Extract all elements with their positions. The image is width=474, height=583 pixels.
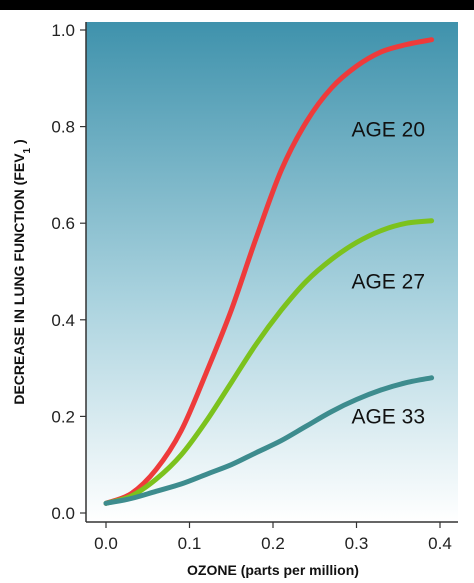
series-line-age-33 <box>103 375 435 506</box>
x-tick-label: 0.1 <box>178 534 202 553</box>
y-tick-label: 0.8 <box>51 118 75 137</box>
series-label-age-27: AGE 27 <box>351 270 425 293</box>
x-tick-label: 0.0 <box>94 534 118 553</box>
y-axis-title-subscript: 1 <box>22 147 33 153</box>
axes-layer: 0.0 0.1 0.2 0.3 0.4 0.0 0.2 0.4 0.6 0.8 1.0 <box>51 21 458 553</box>
series-label-age-33: AGE 33 <box>351 406 425 429</box>
series-line-age-27 <box>103 218 435 506</box>
y-tick-label: 0.0 <box>51 504 75 523</box>
y-axis-title-main: DECREASE IN LUNG FUNCTION (FEV <box>11 153 27 405</box>
y-tick-label: 1.0 <box>51 21 75 40</box>
series-layer: AGE 20 AGE 27 AGE 33 <box>103 37 435 506</box>
y-axis-title: DECREASE IN LUNG FUNCTION (FEV1 ) <box>11 139 33 404</box>
x-tick-label: 0.3 <box>345 534 369 553</box>
plot-area <box>86 22 458 522</box>
x-axis-title: OZONE (parts per million) <box>187 562 359 578</box>
y-tick-label: 0.2 <box>51 407 75 426</box>
series-line-age-20 <box>103 37 435 506</box>
x-tick-label: 0.4 <box>428 534 452 553</box>
y-tick-label: 0.4 <box>51 311 75 330</box>
top-border <box>0 0 474 10</box>
series-label-age-20: AGE 20 <box>351 118 425 141</box>
x-tick-label: 0.2 <box>261 534 285 553</box>
y-axis-title-suffix: ) <box>11 139 27 148</box>
y-tick-label: 0.6 <box>51 214 75 233</box>
